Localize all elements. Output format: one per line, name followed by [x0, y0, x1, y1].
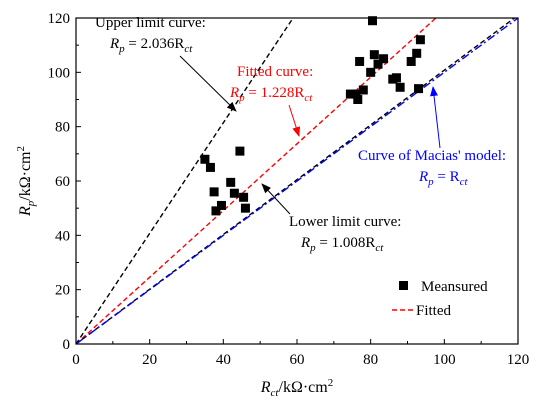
- measured-point: [240, 203, 250, 213]
- legend-label-measured: Meansured: [421, 279, 488, 295]
- measured-point: [351, 89, 361, 99]
- annotation-fitted: Fitted curve: Rp = 1.228Rct: [229, 64, 313, 137]
- measured-point: [373, 59, 383, 69]
- measured-point: [355, 56, 365, 66]
- measured-point: [358, 85, 368, 95]
- y-tick-label: 120: [48, 11, 71, 27]
- measured-point: [353, 95, 363, 104]
- legend: Meansured Fitted: [392, 279, 488, 319]
- measured-points: [200, 16, 425, 216]
- annotation-macias: Curve of Macias' model: Rp = Rct: [358, 86, 506, 188]
- arrow-upper: [179, 55, 237, 112]
- annotation-fitted-equation: Rp = 1.228Rct: [229, 85, 313, 104]
- measured-point: [395, 82, 405, 92]
- x-tick-label: 20: [142, 352, 157, 368]
- fitted-line: [76, 18, 437, 344]
- measured-point: [414, 84, 424, 94]
- measured-point: [209, 187, 219, 197]
- series-lines: [76, 18, 518, 344]
- measured-point: [211, 206, 221, 216]
- annotation-upper-limit: Upper limit curve: Rp = 2.036Rct: [95, 15, 237, 112]
- measured-point: [412, 48, 422, 58]
- measured-point: [366, 67, 376, 77]
- annotation-macias-title: Curve of Macias' model:: [358, 148, 506, 164]
- arrow-macias: [430, 86, 441, 149]
- annotation-lower-title: Lower limit curve:: [289, 214, 401, 230]
- x-tick-label: 100: [433, 352, 456, 368]
- y-tick-label: 0: [63, 337, 71, 353]
- y-tick-label: 80: [55, 120, 70, 136]
- measured-point: [216, 200, 226, 210]
- measured-point: [415, 35, 425, 45]
- upper-limit-line: [76, 18, 294, 344]
- annotation-lower-equation: Rp = 1.008Rct: [300, 235, 384, 254]
- y-tick-label: 60: [55, 174, 70, 190]
- y-tick-label: 40: [55, 228, 70, 244]
- arrow-lower: [261, 183, 291, 215]
- annotation-fitted-title: Fitted curve:: [237, 64, 313, 80]
- measured-point: [226, 177, 236, 187]
- measured-point: [406, 56, 416, 66]
- measured-point: [239, 192, 249, 202]
- annotation-upper-equation: Rp = 2.036Rct: [109, 36, 193, 55]
- measured-point: [229, 188, 239, 198]
- measured-point: [200, 154, 210, 164]
- arrow-fitted: [288, 104, 301, 137]
- x-axis-title: Rct/kΩ·cm2: [260, 377, 333, 399]
- measured-point: [379, 54, 389, 64]
- legend-label-fitted: Fitted: [416, 303, 452, 319]
- legend-marker-measured: [399, 281, 408, 290]
- x-tick-label: 80: [363, 352, 378, 368]
- y-tick-label: 20: [55, 283, 70, 299]
- axis-ticks: 0 20 40 60 80 100 120 0 20 40 60 80 100 120: [48, 11, 530, 368]
- measured-point: [205, 162, 215, 172]
- measured-point: [391, 73, 401, 83]
- x-tick-label: 60: [290, 352, 305, 368]
- y-axis-title: Rp/kΩ·cm2: [15, 146, 37, 217]
- measured-point: [235, 146, 245, 156]
- x-tick-label: 40: [216, 352, 231, 368]
- measured-point: [345, 89, 355, 99]
- annotation-macias-equation: Rp = Rct: [418, 169, 469, 188]
- x-tick-label: 120: [507, 352, 530, 368]
- annotation-lower-limit: Lower limit curve: Rp = 1.008Rct: [261, 183, 401, 254]
- annotation-upper-title: Upper limit curve:: [95, 15, 206, 31]
- y-tick-label: 100: [48, 65, 71, 81]
- measured-point: [369, 50, 379, 60]
- measured-point: [368, 16, 378, 26]
- x-tick-label: 0: [72, 352, 80, 368]
- macias-model-line: [76, 18, 518, 344]
